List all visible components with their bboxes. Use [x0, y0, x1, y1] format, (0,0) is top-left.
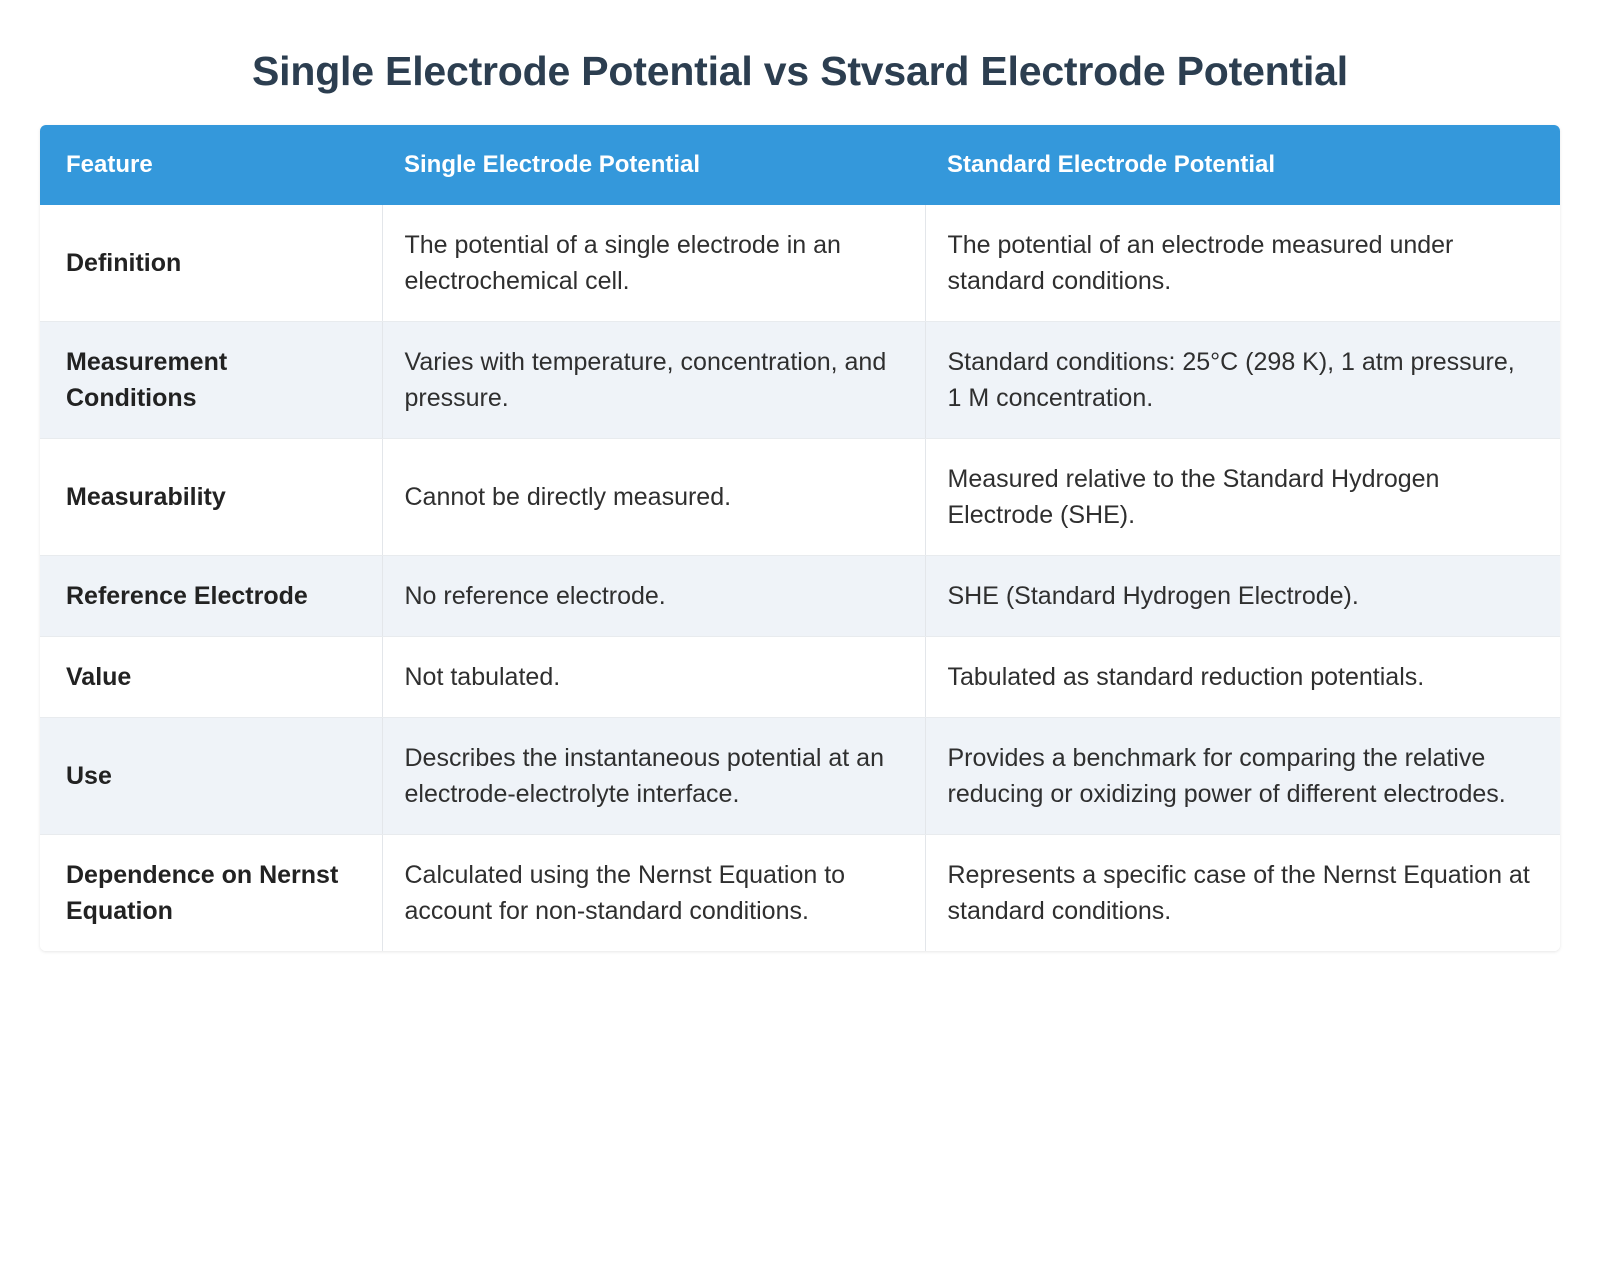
table-row: Measurability Cannot be directly measure… [40, 438, 1560, 557]
cell-feature: Use [40, 717, 383, 836]
cell-feature: Dependence on Nernst Equation [40, 834, 383, 952]
cell-standard-electrode-potential: The potential of an electrode measured u… [925, 205, 1560, 323]
cell-single-electrode-potential: Not tabulated. [382, 636, 926, 719]
comparison-table: Feature Single Electrode Potential Stand… [40, 125, 1560, 952]
cell-feature: Reference Electrode [40, 555, 383, 638]
table-body: Definition The potential of a single ele… [40, 205, 1560, 952]
column-header-standard-electrode-potential: Standard Electrode Potential [925, 125, 1560, 206]
table-row: Measurement Conditions Varies with tempe… [40, 321, 1560, 440]
table-row: Use Describes the instantaneous potentia… [40, 717, 1560, 836]
cell-single-electrode-potential: Describes the instantaneous potential at… [382, 717, 926, 836]
cell-standard-electrode-potential: Measured relative to the Standard Hydrog… [925, 438, 1560, 557]
column-header-single-electrode-potential: Single Electrode Potential [382, 125, 925, 206]
cell-standard-electrode-potential: Represents a specific case of the Nernst… [925, 834, 1560, 952]
comparison-table-container: Feature Single Electrode Potential Stand… [40, 125, 1560, 952]
table-row: Reference Electrode No reference electro… [40, 555, 1560, 638]
column-header-feature: Feature [40, 125, 382, 206]
cell-single-electrode-potential: No reference electrode. [382, 555, 926, 638]
table-header-row: Feature Single Electrode Potential Stand… [40, 125, 1560, 206]
table-row: Definition The potential of a single ele… [40, 205, 1560, 323]
cell-standard-electrode-potential: Standard conditions: 25°C (298 K), 1 atm… [925, 321, 1560, 440]
cell-feature: Measurability [40, 438, 383, 557]
cell-standard-electrode-potential: Provides a benchmark for comparing the r… [925, 717, 1560, 836]
cell-standard-electrode-potential: Tabulated as standard reduction potentia… [925, 636, 1560, 719]
cell-feature: Definition [40, 205, 383, 323]
cell-single-electrode-potential: Varies with temperature, concentration, … [382, 321, 926, 440]
cell-single-electrode-potential: Cannot be directly measured. [382, 438, 926, 557]
table-row: Dependence on Nernst Equation Calculated… [40, 834, 1560, 952]
cell-feature: Value [40, 636, 383, 719]
cell-standard-electrode-potential: SHE (Standard Hydrogen Electrode). [925, 555, 1560, 638]
table-header: Feature Single Electrode Potential Stand… [40, 125, 1560, 206]
cell-single-electrode-potential: The potential of a single electrode in a… [382, 205, 926, 323]
cell-single-electrode-potential: Calculated using the Nernst Equation to … [382, 834, 926, 952]
cell-feature: Measurement Conditions [40, 321, 383, 440]
page-title: Single Electrode Potential vs Stvsard El… [252, 48, 1348, 94]
table-row: Value Not tabulated. Tabulated as standa… [40, 636, 1560, 719]
